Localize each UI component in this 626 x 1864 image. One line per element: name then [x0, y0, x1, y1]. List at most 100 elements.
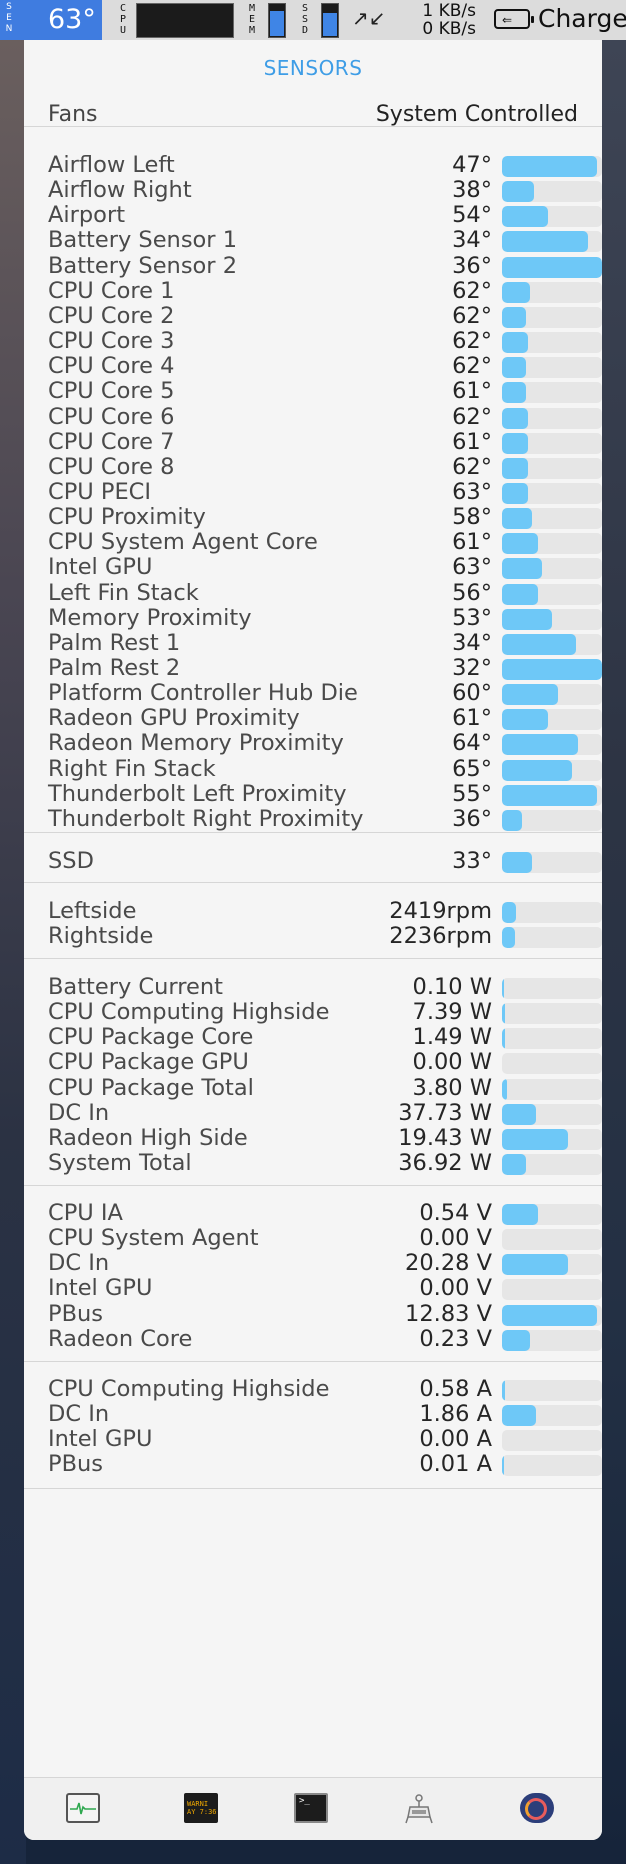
current-sensor-row[interactable]: Intel GPU 0.00 A — [48, 1426, 602, 1456]
sensor-level-fill — [502, 759, 572, 781]
network-download: 0 KB/s — [422, 19, 476, 39]
temperature-sensor-row[interactable]: CPU Core 4 62° — [48, 353, 602, 383]
power-sensor-row[interactable]: Battery Current 0.10 W — [48, 974, 602, 1004]
fan-sensor-row[interactable]: Rightside 2236rpm — [48, 923, 602, 953]
section-divider — [24, 1488, 602, 1489]
voltage-sensor-row[interactable]: CPU System Agent 0.00 V — [48, 1225, 602, 1255]
power-sensor-row[interactable]: System Total 36.92 W — [48, 1150, 602, 1180]
power-sensor-row[interactable]: DC In 37.73 W — [48, 1100, 602, 1130]
sensor-level-bar — [502, 978, 602, 999]
temperature-sensor-row[interactable]: CPU Core 1 62° — [48, 278, 602, 308]
temperature-sensor-row[interactable]: Platform Controller Hub Die 60° — [48, 680, 602, 710]
temperature-sensor-row[interactable]: Radeon Memory Proximity 64° — [48, 730, 602, 760]
sensor-value: 62° — [452, 328, 492, 355]
temperature-sensor-row[interactable]: CPU PECI 63° — [48, 479, 602, 509]
sensor-level-bar — [502, 231, 602, 253]
sensor-value: 0.00 V — [419, 1275, 492, 1302]
temperature-sensor-row[interactable]: Airport 54° — [48, 202, 602, 232]
sensor-level-fill — [502, 852, 532, 873]
sensor-value: 58° — [452, 504, 492, 531]
power-sensor-row[interactable]: CPU Package Total 3.80 W — [48, 1075, 602, 1105]
sensor-name: Airflow Left — [48, 152, 175, 178]
sensor-value: 37.73 W — [398, 1099, 492, 1126]
sensor-level-fill — [502, 306, 526, 328]
temperature-sensor-row[interactable]: CPU Core 7 61° — [48, 429, 602, 459]
memory-bar[interactable] — [268, 3, 286, 38]
terminal-icon[interactable]: >_ — [294, 1793, 328, 1823]
temperature-sensor-row[interactable]: CPU Core 3 62° — [48, 328, 602, 358]
cpu-graph[interactable] — [136, 3, 234, 38]
sensor-name: DC In — [48, 1099, 110, 1126]
sensor-name: CPU Core 5 — [48, 378, 175, 405]
temperature-sensor-row[interactable]: CPU Core 2 62° — [48, 303, 602, 333]
temperature-sensor-row[interactable]: Battery Sensor 1 34° — [48, 227, 602, 257]
sensor-level-bar — [502, 852, 602, 873]
sensor-level-bar — [502, 1229, 602, 1251]
temperature-sensor-row[interactable]: Airflow Right 38° — [48, 177, 602, 207]
panel-title: SENSORS — [263, 56, 363, 80]
mem-vertical-label: MEM — [248, 3, 256, 36]
current-sensor-row[interactable]: DC In 1.86 A — [48, 1401, 602, 1431]
istat-menus-icon[interactable] — [520, 1793, 554, 1823]
temperature-sensor-row[interactable]: Battery Sensor 2 36° — [48, 253, 602, 283]
sensor-level-fill — [502, 608, 552, 630]
ssd-sensor-row[interactable]: SSD 33° — [48, 848, 602, 878]
temperature-sensor-row[interactable]: CPU Core 8 62° — [48, 454, 602, 484]
current-sensor-row[interactable]: PBus 0.01 A — [48, 1451, 602, 1481]
voltage-sensor-row[interactable]: Radeon Core 0.23 V — [48, 1326, 602, 1356]
sensor-level-bar — [502, 809, 602, 831]
temperature-sensor-row[interactable]: Memory Proximity 53° — [48, 605, 602, 635]
system-information-icon[interactable] — [402, 1793, 436, 1824]
temperature-sensor-row[interactable]: CPU System Agent Core 61° — [48, 529, 602, 559]
temperature-sensor-row[interactable]: CPU Proximity 58° — [48, 504, 602, 534]
temperature-sensor-row[interactable]: Left Fin Stack 56° — [48, 580, 602, 610]
sensor-value: 62° — [452, 453, 492, 480]
sensor-value: 62° — [452, 403, 492, 430]
sensor-value: 63° — [452, 478, 492, 505]
current-sensor-row[interactable]: CPU Computing Highside 0.58 A — [48, 1376, 602, 1406]
temperature-sensor-row[interactable]: Palm Rest 2 32° — [48, 655, 602, 685]
temperature-sensor-row[interactable]: Intel GPU 63° — [48, 554, 602, 584]
power-sensor-row[interactable]: CPU Computing Highside 7.39 W — [48, 999, 602, 1029]
sensor-level-fill — [502, 1204, 538, 1225]
voltage-sensor-row[interactable]: DC In 20.28 V — [48, 1250, 602, 1280]
sensors-panel: SENSORS Fans System Controlled Airflow L… — [24, 40, 602, 1840]
temperature-sensor-row[interactable]: Airflow Left 47° — [48, 152, 602, 182]
sensor-name: Memory Proximity — [48, 604, 252, 631]
sensor-name: Rightside — [48, 923, 154, 950]
voltage-sensor-row[interactable]: Intel GPU 0.00 V — [48, 1275, 602, 1305]
battery-plug-icon[interactable]: ⇐ — [494, 9, 534, 29]
temperature-sensor-row[interactable]: Thunderbolt Right Proximity 36° — [48, 806, 602, 836]
temperature-sensor-row[interactable]: Radeon GPU Proximity 61° — [48, 705, 602, 735]
console-icon[interactable]: WARNI AY 7:36 — [184, 1793, 218, 1823]
network-speeds[interactable]: 1 KB/s 0 KB/s — [404, 2, 476, 38]
temperature-sensor-row[interactable]: CPU Core 5 61° — [48, 378, 602, 408]
sensor-name: CPU Core 4 — [48, 353, 175, 380]
fan-sensor-row[interactable]: Leftside 2419rpm — [48, 898, 602, 928]
sensor-name: System Total — [48, 1150, 192, 1177]
power-sensor-row[interactable]: CPU Package GPU 0.00 W — [48, 1049, 602, 1079]
sensor-value: 36.92 W — [398, 1150, 492, 1177]
sensor-name: CPU Package GPU — [48, 1049, 249, 1076]
power-sensor-row[interactable]: Radeon High Side 19.43 W — [48, 1125, 602, 1155]
temperature-sensor-row[interactable]: Right Fin Stack 65° — [48, 756, 602, 786]
sensor-level-fill — [502, 533, 538, 555]
ssd-bar[interactable] — [321, 3, 339, 38]
power-sensor-row[interactable]: CPU Package Core 1.49 W — [48, 1024, 602, 1054]
sensor-name: CPU Proximity — [48, 504, 206, 531]
sensor-name: Radeon Memory Proximity — [48, 730, 344, 757]
temperature-sensor-row[interactable]: CPU Core 6 62° — [48, 404, 602, 434]
ssd-bar-fill — [323, 12, 337, 36]
fans-mode-row[interactable]: Fans System Controlled — [48, 102, 578, 136]
voltage-sensor-row[interactable]: CPU IA 0.54 V — [48, 1200, 602, 1230]
sensor-level-fill — [502, 281, 530, 303]
sensor-level-bar — [502, 1455, 602, 1477]
temperature-sensor-row[interactable]: Palm Rest 1 34° — [48, 630, 602, 660]
voltage-sensor-row[interactable]: PBus 12.83 V — [48, 1301, 602, 1331]
activity-monitor-icon[interactable] — [66, 1793, 100, 1823]
sensor-menu-item[interactable]: SEN 63° — [0, 0, 102, 40]
sensor-name: Palm Rest 2 — [48, 655, 181, 681]
sensor-value: 34° — [452, 629, 492, 656]
battery-status[interactable]: Charge — [538, 4, 626, 33]
temperature-sensor-row[interactable]: Thunderbolt Left Proximity 55° — [48, 781, 602, 811]
